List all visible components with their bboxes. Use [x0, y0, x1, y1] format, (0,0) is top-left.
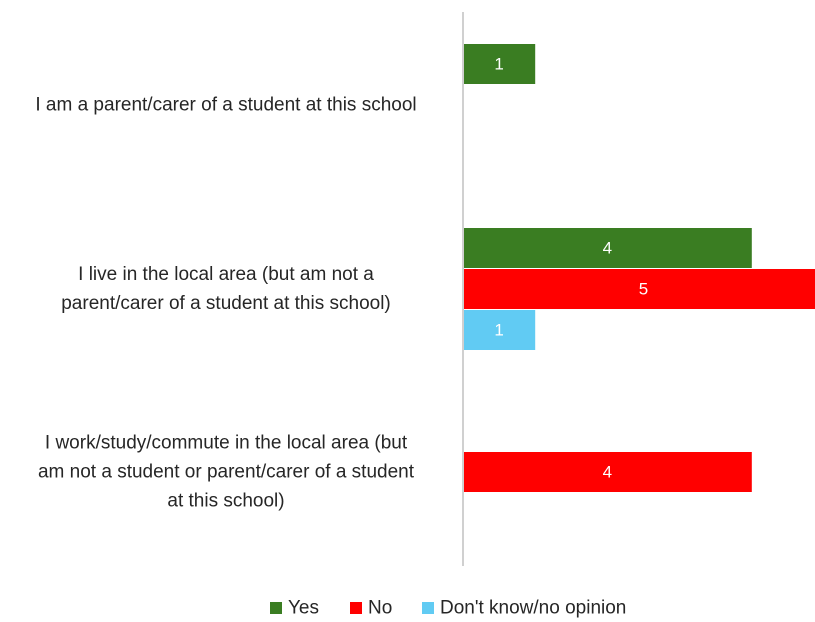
bar-no [463, 269, 815, 309]
bar-value-label: 4 [603, 463, 612, 482]
legend-entry: No [368, 598, 392, 619]
category-label-line: I am a parent/carer of a student at this… [35, 95, 416, 116]
legend-swatch [422, 602, 434, 614]
legend-swatch [350, 602, 362, 614]
bar-no [463, 452, 752, 492]
bar-don-t-know-no-opinion [463, 310, 536, 350]
bar-yes [463, 44, 536, 84]
category-label-line: parent/carer of a student at this school… [61, 293, 391, 314]
category-label-line: I live in the local area (but am not a [78, 264, 374, 285]
legend: Yes No Don't know/no opinion [270, 598, 626, 619]
category-labels: I am a parent/carer of a student at this… [35, 95, 416, 512]
legend-entry: Yes [288, 598, 319, 619]
bar-value-label: 5 [639, 280, 648, 299]
bar-value-labels: 1 4 5 1 4 [494, 55, 648, 482]
legend-entry: Don't know/no opinion [440, 598, 626, 619]
bar-value-label: 1 [494, 55, 503, 74]
category-label-line: at this school) [167, 491, 284, 512]
bar-yes [463, 228, 752, 268]
category-label: I work/study/commute in the local area (… [38, 433, 415, 512]
category-label-line: I work/study/commute in the local area (… [45, 433, 408, 454]
category-label: I am a parent/carer of a student at this… [35, 95, 416, 116]
category-label: I live in the local area (but am not a pa… [61, 264, 391, 314]
legend-swatch [270, 602, 282, 614]
category-label-line: am not a student or parent/carer of a st… [38, 462, 415, 483]
bar-value-label: 4 [603, 239, 612, 258]
bars [463, 44, 815, 492]
bar-value-label: 1 [494, 321, 503, 340]
